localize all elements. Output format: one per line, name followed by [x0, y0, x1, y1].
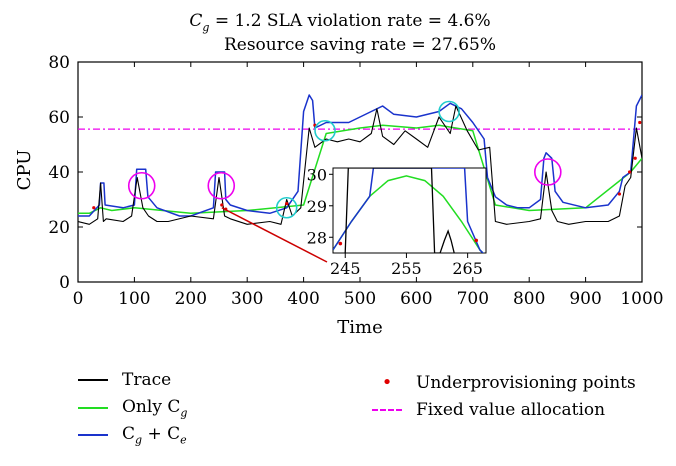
- legend-item-cg-ce: Cg + Ce: [78, 424, 187, 446]
- x-tick-label: 900: [569, 289, 601, 309]
- legend-label-underprovisioning: Underprovisioning points: [416, 373, 636, 393]
- x-tick-label: 700: [457, 289, 489, 309]
- y-tick-label: 0: [59, 273, 70, 293]
- inset-y-tick-label: 29: [307, 197, 327, 216]
- legend-item-only-cg: Only Cg: [78, 397, 187, 419]
- y-tick-label: 40: [48, 163, 70, 183]
- x-tick-label: 1000: [620, 289, 663, 309]
- inset-y-tick-label: 28: [307, 228, 327, 247]
- legend-label-cg-ce: Cg + Ce: [122, 424, 187, 446]
- x-tick-label: 500: [344, 289, 376, 309]
- x-tick-label: 200: [175, 289, 207, 309]
- legend-item-trace: Trace: [78, 370, 171, 390]
- underprovisioning-point: [285, 202, 288, 205]
- y-axis-label: CPU: [14, 150, 35, 191]
- y-tick-label: 80: [48, 53, 70, 73]
- underprovisioning-point: [618, 192, 621, 195]
- x-tick-label: 600: [400, 289, 432, 309]
- legend-label-trace: Trace: [122, 370, 171, 390]
- x-tick-label: 0: [73, 289, 84, 309]
- legend-swatch-fixed-allocation: [372, 409, 402, 411]
- x-tick-label: 300: [231, 289, 263, 309]
- inset-underprovisioning-point: [339, 242, 343, 246]
- underprovisioning-point: [92, 206, 95, 209]
- x-axis-label: Time: [337, 317, 382, 338]
- legend-swatch-cg-ce: [78, 434, 108, 436]
- inset-x-tick-label: 255: [391, 259, 422, 278]
- legend-swatch-only-cg: [78, 407, 108, 409]
- inset-x-tick-label: 245: [330, 259, 361, 278]
- underprovisioning-point: [638, 121, 641, 124]
- underprovisioning-point: [220, 203, 223, 206]
- underprovisioning-point: [628, 170, 631, 173]
- underprovisioning-point: [634, 157, 637, 160]
- x-tick-label: 100: [118, 289, 150, 309]
- legend-item-fixed-allocation: Fixed value allocation: [372, 400, 605, 420]
- inset-panel: [333, 168, 486, 253]
- chart-title-line2: Resource saving rate = 27.65%: [224, 35, 496, 55]
- inset-y-tick-label: 30: [307, 165, 327, 184]
- chart-title-line1: Cg = 1.2 SLA violation rate = 4.6%: [189, 11, 490, 34]
- legend-swatch-underprovisioning: •: [372, 378, 402, 388]
- x-tick-label: 400: [287, 289, 319, 309]
- highlight-circle-magenta: [129, 173, 155, 199]
- inset-x-tick-label: 265: [452, 259, 483, 278]
- inset-underprovisioning-point: [474, 239, 478, 243]
- legend-swatch-trace: [78, 379, 108, 381]
- x-tick-label: 800: [513, 289, 545, 309]
- legend-label-fixed-allocation: Fixed value allocation: [416, 400, 605, 420]
- legend-item-underprovisioning: • Underprovisioning points: [372, 373, 636, 393]
- y-tick-label: 20: [48, 218, 70, 238]
- y-tick-label: 60: [48, 108, 70, 128]
- legend-label-only-cg: Only Cg: [122, 397, 187, 419]
